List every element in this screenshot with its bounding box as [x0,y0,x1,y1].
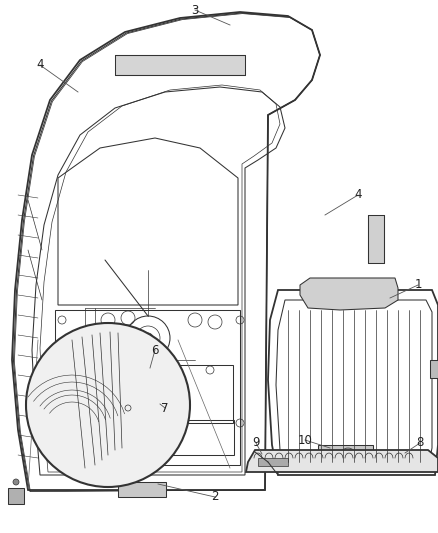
Bar [115,55,245,75]
Bar [68,420,234,455]
Bar [8,488,24,504]
Bar [138,388,158,403]
Text: 3: 3 [191,4,199,17]
Text: 2: 2 [211,490,219,504]
Text: 1: 1 [414,279,422,292]
Bar [118,482,166,497]
Text: 7: 7 [161,401,169,415]
Polygon shape [246,450,438,472]
Text: 6: 6 [151,343,159,357]
Bar [55,310,240,465]
Circle shape [26,323,190,487]
Text: 4: 4 [36,59,44,71]
Bar [258,458,288,466]
Text: 10: 10 [297,433,312,447]
Bar [68,365,150,423]
Text: 8: 8 [416,437,424,449]
Circle shape [340,448,356,464]
Bar [158,365,233,423]
Bar [318,445,373,467]
Polygon shape [300,278,398,310]
Bar [105,380,160,418]
Bar [368,215,384,263]
Bar [430,360,438,378]
Circle shape [13,479,19,485]
Text: 9: 9 [252,437,260,449]
Text: 4: 4 [354,189,362,201]
